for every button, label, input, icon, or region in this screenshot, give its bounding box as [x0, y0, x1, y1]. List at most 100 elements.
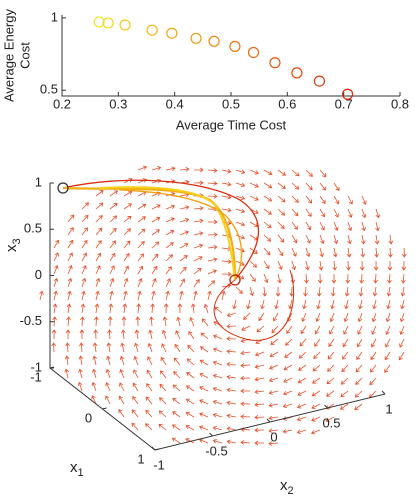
vector-arrow	[137, 278, 143, 288]
vector-arrow	[232, 299, 237, 310]
vector-arrow	[193, 218, 204, 224]
vector-arrow	[95, 240, 102, 249]
vector-arrow	[81, 202, 90, 210]
vector-arrow	[298, 364, 307, 371]
vector-arrow	[53, 277, 59, 288]
vector-arrow	[119, 355, 125, 366]
vector-arrow	[179, 243, 189, 249]
vector-arrow	[123, 277, 129, 288]
vector-arrow	[333, 182, 340, 192]
vector-arrow	[327, 364, 335, 372]
vector-arrow	[342, 351, 349, 360]
vector-arrow	[109, 265, 115, 275]
vector-arrow	[268, 403, 279, 408]
vector-arrow	[318, 260, 324, 271]
vector-arrow	[207, 181, 218, 186]
vector-arrow	[221, 271, 232, 277]
vector-arrow	[175, 330, 181, 340]
vector-arrow	[375, 221, 380, 232]
vector-arrow	[399, 312, 405, 323]
vector-arrow	[305, 195, 313, 204]
vector-arrow	[177, 303, 183, 314]
vector-arrow	[145, 409, 153, 418]
vector-arrow	[193, 205, 204, 211]
vector-arrow	[123, 253, 130, 262]
vector-arrow	[137, 240, 145, 249]
vector-arrow	[92, 355, 97, 366]
vector-arrow	[373, 260, 379, 271]
vector-arrow	[401, 273, 406, 284]
vector-arrow	[134, 329, 140, 340]
vector-arrow	[254, 427, 265, 433]
vector-arrow	[64, 368, 69, 379]
point	[146, 24, 158, 36]
vector-arrow	[388, 234, 394, 245]
vector-arrow	[343, 312, 349, 323]
vector-arrow	[151, 241, 160, 249]
vector-arrow	[221, 194, 232, 200]
vector-arrow	[277, 234, 285, 243]
vector-arrow	[226, 426, 237, 432]
vector-arrow	[212, 426, 223, 431]
vector-arrow	[81, 214, 89, 223]
vector-arrow	[146, 369, 153, 379]
vector-arrow	[327, 351, 335, 360]
vector-arrow	[51, 342, 57, 353]
vector-arrow	[226, 439, 237, 445]
vector-arrow	[199, 399, 209, 405]
vector-arrow	[109, 202, 118, 210]
vector-arrow	[305, 208, 312, 217]
vector-arrow	[277, 208, 286, 216]
vector-arrow	[240, 414, 251, 419]
vector-arrow	[291, 195, 299, 203]
vector-arrow	[147, 356, 153, 366]
start-marker	[57, 182, 69, 194]
vector-arrow	[137, 228, 146, 236]
vector-arrow	[149, 316, 154, 327]
vector-arrow	[66, 303, 72, 314]
vector-arrow	[315, 312, 321, 322]
vector-arrow	[65, 329, 71, 340]
point	[166, 27, 178, 39]
vector-arrow	[66, 316, 71, 327]
vector-arrow	[287, 312, 293, 322]
vector-arrow	[347, 234, 352, 245]
vector-arrow	[165, 166, 176, 172]
vector-arrow	[159, 397, 167, 405]
vector-arrow	[289, 286, 295, 297]
vector-arrow	[201, 318, 209, 327]
vector-arrow	[160, 356, 167, 366]
point	[229, 40, 241, 52]
x3-tick-label: -1	[30, 359, 42, 374]
vector-arrow	[240, 350, 251, 356]
x-tick-label: 0.2	[53, 96, 71, 111]
vector-arrow	[333, 234, 339, 245]
vector-arrow	[319, 234, 325, 245]
vector-arrow	[137, 290, 142, 301]
vector-arrow	[221, 290, 226, 301]
vector-arrow	[304, 273, 309, 284]
vector-arrow	[319, 182, 326, 191]
vector-arrow	[137, 203, 147, 210]
vector-arrow	[162, 316, 168, 327]
vector-arrow	[161, 329, 167, 340]
vector-arrow	[165, 217, 175, 223]
vector-arrow	[199, 373, 209, 379]
vector-arrow	[249, 260, 258, 268]
vector-arrow	[176, 316, 181, 327]
vector-arrow	[123, 265, 129, 275]
vector-arrow	[226, 336, 237, 342]
vector-arrow	[107, 316, 113, 327]
vector-arrow	[268, 390, 279, 395]
point	[119, 19, 131, 31]
vector-arrow	[329, 312, 335, 323]
vector-arrow	[249, 221, 259, 228]
vector-arrow	[123, 228, 132, 236]
vector-arrow	[77, 381, 83, 392]
vector-arrow	[133, 355, 139, 366]
vector-arrow	[401, 247, 407, 258]
vector-arrow	[268, 428, 279, 434]
vector-arrow	[52, 316, 57, 327]
vector-arrow	[371, 325, 377, 335]
point	[313, 75, 326, 87]
